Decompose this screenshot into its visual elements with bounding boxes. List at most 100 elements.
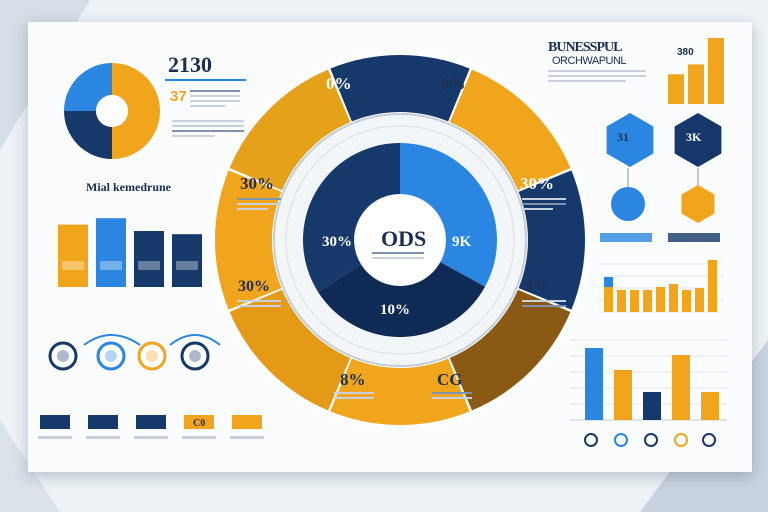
bottom-tag-line-0: [38, 436, 72, 439]
hexagon-icon-0: [606, 113, 654, 167]
progress-strip-1: [600, 233, 652, 242]
text-lines-topleft-slice: [237, 198, 281, 213]
bottom-bar-4: [701, 392, 719, 420]
circle-badge-dot-1: [105, 350, 117, 362]
slice-label-left: 30%: [240, 174, 274, 193]
inner-ring-slice-0: [400, 143, 497, 287]
hex-label-2: 3K: [686, 130, 702, 144]
top-gold-bar-1: [688, 64, 704, 104]
slice-label-top-gold: 0%: [440, 74, 466, 93]
round-icon-blue: [611, 187, 645, 221]
outer-ring-slice-5: [229, 289, 351, 411]
middle-ring-line: [285, 125, 515, 355]
bottom-tag-line-1: [86, 436, 120, 439]
inner-ring-slice-2: [303, 143, 400, 292]
donut-hole: [355, 195, 445, 285]
folder-bar-3: [172, 234, 202, 287]
circle-badge-dot-3: [189, 350, 201, 362]
bottom-tag-label: C0: [193, 418, 206, 429]
grouped-bar-1-1: [617, 290, 626, 312]
slice-label-left-low: 30%: [238, 278, 270, 295]
folder-bar-tag-3: [176, 261, 198, 270]
small-pie-slice-3: [64, 63, 112, 111]
text-lines-header: [190, 90, 240, 110]
text-lines-bottom-right: [432, 392, 472, 402]
bottom-tag-line-4: [230, 436, 264, 439]
top-gold-bar-2: [708, 38, 724, 104]
grouped-bar-1-8: [708, 260, 717, 312]
grouped-bar-1-7: [695, 288, 704, 312]
grouped-bar-1-6: [682, 290, 691, 312]
outer-ring-slice-4: [330, 358, 470, 425]
top-right-number: 380: [677, 47, 694, 58]
bottom-bar-0: [585, 348, 603, 420]
hexagon-icon-1: [674, 113, 722, 167]
outer-ring-slice-1: [449, 69, 571, 191]
inner-label-navy: 30%: [322, 234, 352, 250]
business-title: BUNESSPUL: [548, 40, 622, 55]
section-label: Mial kemedrune: [86, 180, 171, 194]
grouped-bar-1-3: [643, 290, 652, 312]
bottom-round-icon-1: [614, 433, 628, 447]
small-pie-slice-1: [112, 111, 160, 159]
bottom-bar-3: [672, 355, 690, 420]
outer-ring-slice-6: [215, 170, 282, 310]
grouped-bar-1-0: [604, 287, 613, 312]
text-lines-left-low: [237, 300, 281, 310]
inner-ring-slice-1: [318, 262, 486, 337]
hex-label-1: 31: [617, 130, 629, 144]
slice-label-right-low: 9%: [525, 278, 549, 295]
text-lines-bottom-left: [334, 392, 374, 402]
inner-label-blue: 9K: [452, 234, 472, 250]
small-pie-hole: [96, 95, 128, 127]
slice-label-right: 30%: [520, 174, 554, 193]
bottom-tag-1: [88, 415, 118, 429]
circle-badge-2: [137, 341, 167, 371]
header-number-small: 37: [170, 88, 187, 105]
inner-label-dark: 10%: [380, 302, 410, 318]
text-lines-center: [372, 252, 424, 262]
small-pie-slice-2: [64, 111, 112, 159]
folder-bar-2: [134, 231, 164, 287]
folder-bar-tag-0: [62, 261, 84, 270]
business-subtitle: ORCHWAPUNL: [552, 55, 627, 67]
folder-bar-0: [58, 224, 88, 287]
grouped-bar-1-4: [656, 287, 665, 312]
grouped-bar-1-2: [630, 290, 639, 312]
bottom-round-icon-2: [644, 433, 658, 447]
arc-connector-2: [169, 334, 221, 346]
arc-connector-1: [83, 334, 141, 346]
progress-strip-2: [668, 233, 720, 242]
hexagon-icon-gold: [681, 185, 715, 223]
bottom-tag-line-3: [182, 436, 216, 439]
circle-badge-dot-2: [146, 350, 158, 362]
folder-bar-1: [96, 218, 126, 287]
header-number: 2130: [168, 52, 212, 77]
text-lines-right-slice: [522, 198, 566, 213]
circle-badge-3: [180, 341, 210, 371]
circle-badge-dot-0: [57, 350, 69, 362]
slice-label-bottom-right: CG: [437, 370, 463, 389]
outer-ring-slice-3: [449, 289, 571, 411]
bottom-tag-0: [40, 415, 70, 429]
bottom-tag-4: [232, 415, 262, 429]
small-pie-slice-0: [112, 63, 160, 111]
folder-bar-tag-1: [100, 261, 122, 270]
slice-label-top-navy: 0%: [326, 74, 352, 93]
bottom-bar-1: [614, 370, 632, 420]
bottom-tag-3: [184, 415, 214, 429]
bottom-bar-2: [643, 392, 661, 420]
circle-badge-1: [96, 341, 126, 371]
outer-ring-slice-7: [229, 69, 351, 191]
circle-badge-0: [48, 341, 78, 371]
center-label: ODS: [381, 226, 427, 251]
outer-ring-slice-0: [330, 54, 470, 122]
text-lines-right-low: [522, 300, 566, 310]
bottom-tag-line-2: [134, 436, 168, 439]
bottom-round-icon-0: [584, 433, 598, 447]
bottom-round-icon-3: [674, 433, 688, 447]
grouped-bar-1-5: [669, 284, 678, 312]
slice-label-bottom-left: 8%: [340, 370, 366, 389]
text-lines-left: [172, 120, 244, 140]
